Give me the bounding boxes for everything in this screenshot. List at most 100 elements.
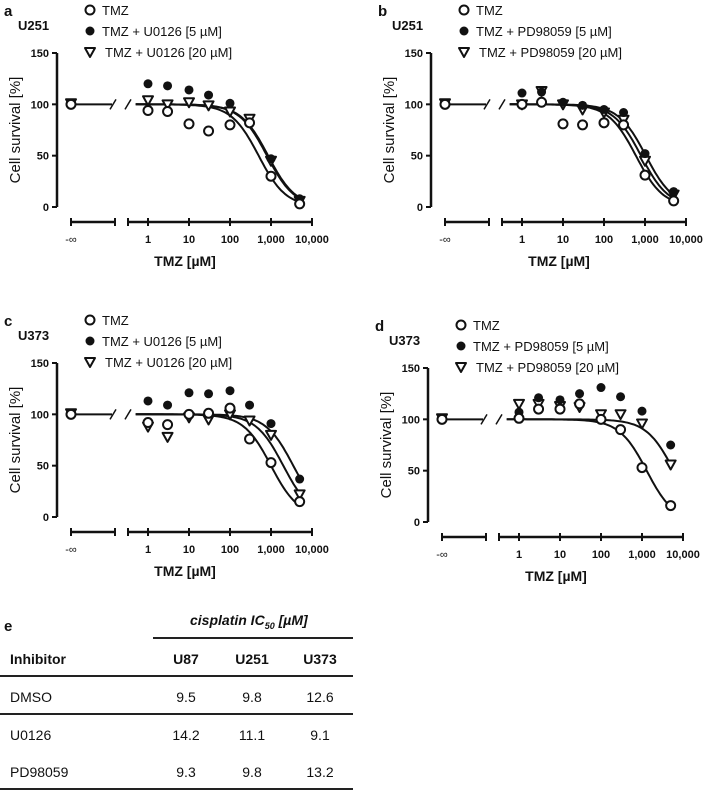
x-tick-label-control: -∞	[65, 234, 77, 246]
data-point	[204, 90, 214, 100]
data-point	[265, 170, 277, 182]
data-point	[163, 81, 173, 91]
data-point-control	[65, 408, 77, 420]
y-tick-label: 150	[402, 363, 420, 375]
x-axis-label: TMZ [µM]	[528, 253, 590, 269]
y-tick-label: 150	[405, 48, 423, 60]
legend-label: TMZ + PD98059 [20 µM]	[479, 45, 622, 60]
table-cell: 14.2	[172, 727, 200, 743]
data-point	[513, 398, 525, 410]
data-point	[225, 386, 235, 396]
cell-line-label: U251	[392, 18, 423, 33]
data-point	[161, 431, 174, 443]
x-tick-label: 100	[592, 549, 610, 561]
legend-marker	[85, 26, 95, 36]
cell-line-label: U373	[389, 333, 420, 348]
x-tick-label-control: -∞	[436, 549, 448, 561]
data-point	[618, 119, 630, 131]
fit-curve	[509, 103, 675, 196]
legend-marker	[459, 26, 469, 36]
data-point	[294, 198, 306, 210]
table-cell: 9.3	[176, 764, 196, 780]
legend-label: TMZ	[476, 3, 503, 18]
x-axis-label: TMZ [µM]	[154, 253, 216, 269]
chart-panel-b: b U251 TMZ TMZ + PD98059 [5 µM] TMZ + PD9805…	[378, 3, 703, 269]
data-point	[293, 489, 306, 501]
data-point	[664, 459, 677, 471]
x-tick-label: 10,000	[295, 544, 329, 556]
x-tick-label: 1,000	[628, 549, 656, 561]
table-title: cisplatin IC50 [µM]	[190, 612, 308, 631]
data-point	[599, 104, 609, 114]
legend-label: TMZ + U0126 [20 µM]	[105, 355, 232, 370]
y-tick-label: 0	[43, 202, 49, 214]
table-title-unit: [µM]	[274, 612, 308, 628]
legend-marker	[455, 362, 467, 373]
data-point	[557, 118, 569, 130]
legend-marker	[458, 47, 470, 58]
data-point	[163, 400, 173, 410]
legend-label: TMZ + PD98059 [5 µM]	[476, 24, 612, 39]
axis-break-mark	[498, 98, 506, 110]
data-point	[294, 496, 306, 508]
x-tick-label-control: -∞	[65, 544, 77, 556]
table-cell: 9.8	[242, 764, 262, 780]
data-point	[665, 500, 677, 512]
data-point	[295, 474, 305, 484]
x-tick-label: 100	[595, 234, 613, 246]
data-point	[245, 400, 255, 410]
data-point	[516, 98, 528, 110]
table-cell: 9.8	[242, 689, 262, 705]
data-point	[637, 406, 647, 416]
x-tick-label: 10	[554, 549, 566, 561]
data-point	[669, 187, 679, 197]
data-point-control	[65, 98, 77, 110]
table-cell: 12.6	[306, 689, 334, 705]
data-point-control	[436, 413, 448, 425]
data-point	[636, 418, 648, 430]
legend-marker	[85, 336, 95, 346]
data-point	[162, 419, 174, 431]
divider	[0, 788, 353, 790]
legend-label: TMZ + PD98059 [5 µM]	[473, 339, 609, 354]
column-header: U251	[235, 651, 269, 667]
divider	[153, 637, 353, 639]
panel-letter: b	[378, 3, 387, 20]
y-tick-label: 50	[411, 151, 423, 163]
data-point	[578, 100, 588, 110]
data-point	[577, 119, 589, 131]
data-point-control	[439, 98, 451, 110]
data-point	[666, 440, 676, 450]
y-tick-label: 0	[414, 517, 420, 529]
data-point	[575, 389, 585, 399]
legend-marker	[84, 4, 96, 16]
legend-marker	[84, 47, 96, 58]
data-point	[640, 149, 650, 159]
data-point	[224, 106, 236, 118]
y-tick-label: 100	[402, 414, 420, 426]
data-point	[636, 462, 648, 474]
data-point	[513, 412, 525, 424]
data-point	[183, 97, 195, 109]
axis-break-mark	[483, 98, 491, 110]
panel-letter: a	[4, 3, 13, 20]
y-axis-label: Cell survival [%]	[381, 77, 398, 184]
data-point	[183, 118, 195, 130]
table-title-subscript: 50	[264, 620, 275, 631]
table-cell: 9.1	[310, 727, 330, 743]
panel-letter: c	[4, 313, 12, 330]
data-point	[595, 413, 607, 425]
legend-label: TMZ	[102, 313, 129, 328]
y-axis-label: Cell survival [%]	[7, 77, 24, 184]
row-label: PD98059	[10, 764, 69, 780]
chart-panel-c: c U373 TMZ TMZ + U0126 [5 µM] TMZ + U0126 [2…	[4, 313, 329, 579]
x-tick-label: 10,000	[669, 234, 703, 246]
x-axis-label: TMZ [µM]	[525, 568, 587, 584]
fit-curve	[135, 103, 301, 204]
axis-break-mark	[124, 98, 132, 110]
data-point	[555, 395, 565, 405]
table-cell: 11.1	[238, 727, 266, 743]
axis-break-mark	[480, 413, 488, 425]
data-point	[616, 392, 626, 402]
x-tick-label: 10	[557, 234, 569, 246]
